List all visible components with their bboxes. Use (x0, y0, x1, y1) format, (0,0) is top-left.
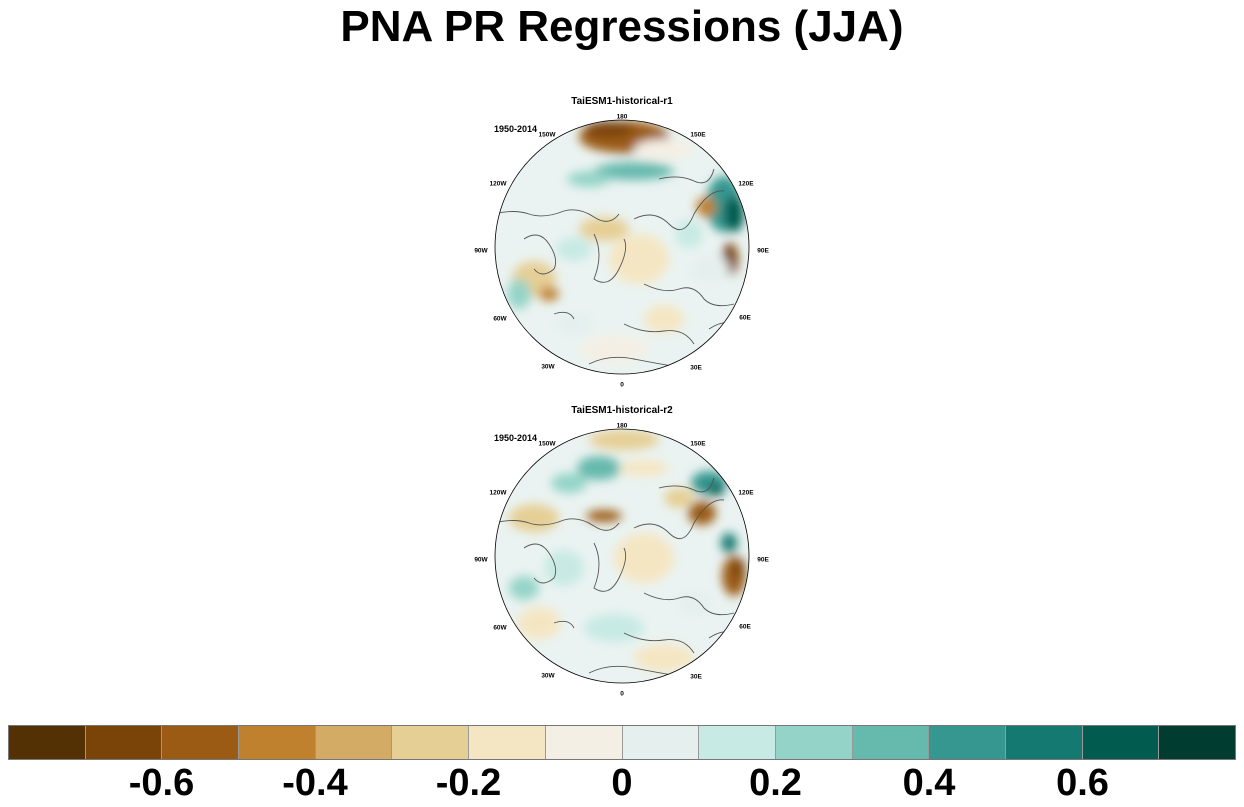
colorbar-swatch (9, 726, 86, 759)
colorbar-swatch (239, 726, 316, 759)
lon-label: 90E (757, 247, 769, 255)
map-panel-r1: TaiESM1-historical-r1 1950-2014 (470, 96, 774, 396)
polar-map (494, 119, 750, 375)
lon-label: 120E (738, 180, 754, 188)
colorbar-tick-label: 0.6 (1056, 762, 1109, 804)
lon-label: 30W (541, 672, 555, 680)
period-label: 1950-2014 (494, 124, 538, 134)
colorbar-swatch (1005, 726, 1083, 759)
colorbar-swatch (469, 726, 546, 759)
figure-title: PNA PR Regressions (JJA) (340, 2, 904, 51)
lon-label: 90W (474, 247, 488, 255)
lon-label: 30E (690, 673, 702, 681)
colorbar-tick-label: -0.4 (282, 762, 348, 804)
colorbar-swatch (929, 726, 1006, 759)
colorbar-tick-label: -0.6 (128, 762, 195, 804)
colorbar-swatch (392, 726, 470, 759)
lon-label: 30W (541, 363, 555, 371)
colorbar-swatch (545, 726, 623, 759)
lon-label: 150E (690, 131, 706, 139)
lon-label: 60E (739, 623, 751, 631)
colorbar (8, 725, 1236, 760)
lon-label: 120W (489, 180, 507, 188)
lon-label: 0 (620, 690, 624, 698)
colorbar-tick-label: 0 (611, 762, 633, 804)
lon-label: 120W (489, 489, 507, 497)
colorbar-swatch (85, 726, 163, 759)
colorbar-swatch (852, 726, 930, 759)
colorbar-tick-label: 0.2 (749, 762, 802, 804)
colorbar-swatch (315, 726, 393, 759)
period-label: 1950-2014 (494, 433, 538, 443)
lon-label: 150W (538, 440, 556, 448)
panel-title: TaiESM1-historical-r2 (571, 405, 673, 416)
map-panel-r2: TaiESM1-historical-r2 1950-2014 (470, 405, 774, 705)
lon-label: 150W (538, 131, 556, 139)
colorbar-swatch (1159, 726, 1235, 759)
lon-label: 60W (493, 315, 507, 323)
lon-label: 180 (616, 422, 628, 430)
colorbar-tick-label: -0.2 (435, 762, 502, 804)
lon-label: 120E (738, 489, 754, 497)
lon-label: 60E (739, 314, 751, 322)
colorbar-swatch (775, 726, 853, 759)
lon-label: 0 (620, 381, 624, 389)
lon-label: 90E (757, 556, 769, 564)
lon-label: 150E (690, 440, 706, 448)
colorbar-tick-label: 0.4 (902, 762, 956, 804)
lon-label: 60W (493, 624, 507, 632)
colorbar-swatch (622, 726, 700, 759)
polar-map (494, 428, 750, 684)
lon-label: 30E (690, 364, 702, 372)
colorbar-swatch (162, 726, 240, 759)
lon-label: 90W (474, 556, 488, 564)
colorbar-swatch (1082, 726, 1160, 759)
panel-title: TaiESM1-historical-r1 (571, 96, 673, 107)
lon-label: 180 (616, 113, 628, 121)
colorbar-swatch (699, 726, 776, 759)
